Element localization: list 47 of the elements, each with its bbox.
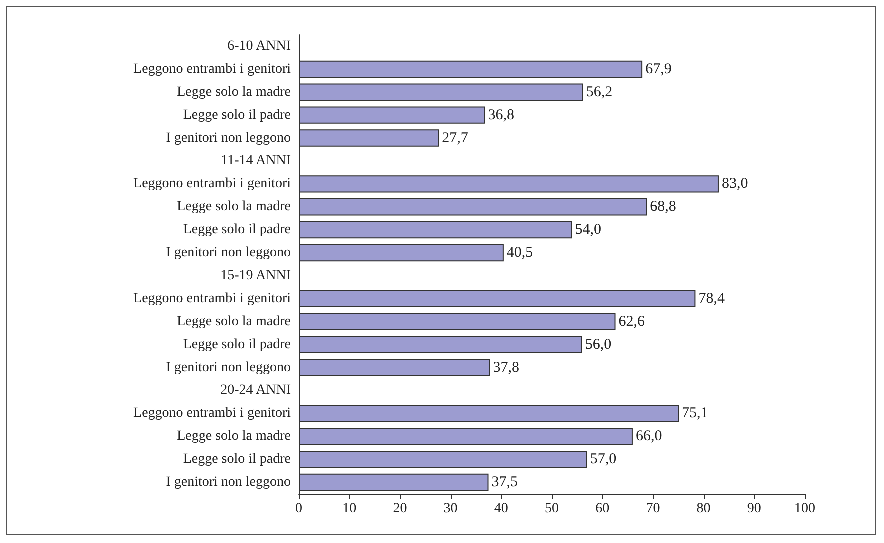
y-tick-label: Leggono entrambi i genitori [134,62,292,77]
y-tick-label: Leggono entrambi i genitori [134,406,292,422]
y-tick-label: 15-19 ANNI [220,268,292,284]
y-tick-label: Legge solo il padre [183,222,291,238]
x-tick-label: 60 [596,502,610,516]
y-tick-label: Legge solo la madre [177,200,291,215]
data-label: 56,0 [585,336,612,353]
data-label: 36,8 [488,107,514,124]
data-label: 56,2 [586,84,613,100]
data-label: 27,7 [442,130,469,146]
y-tick-label: Legge solo la madre [177,429,291,444]
y-tick-label: 6-10 ANNI [228,38,292,54]
data-label: 67,9 [646,61,672,78]
data-label: 83,0 [722,176,748,192]
y-tick-label: I genitori non leggono [166,475,291,490]
data-label: 75,1 [682,406,708,422]
data-label: 62,6 [618,314,646,330]
x-tick-label: 50 [545,502,559,516]
x-tick-label: 0 [296,502,302,516]
y-tick-label: 11-14 ANNI [221,154,292,169]
data-label: 37,8 [493,360,520,376]
y-tick-label: Legge solo la madre [177,84,291,100]
y-tick-label: Legge solo il padre [183,337,291,352]
x-tick-label: 40 [494,502,508,516]
data-label: 68,8 [650,199,676,216]
x-tick-label: 100 [794,502,816,516]
x-tick-label: 20 [393,502,408,516]
y-tick-label: Legge solo il padre [183,108,291,123]
data-label: 57,0 [590,452,617,468]
y-tick-label: Legge solo la madre [177,314,291,330]
y-tick-label: Leggono entrambi i genitori [134,291,292,306]
data-label: 78,4 [698,290,726,307]
x-tick-label: 80 [696,502,711,516]
y-tick-label: I genitori non leggono [166,246,291,261]
x-tick-label: 30 [444,502,458,516]
y-tick-label: Leggono entrambi i genitori [134,176,292,192]
data-label: 40,5 [506,245,534,262]
data-label: 66,0 [636,428,662,445]
y-tick-label: Legge solo il padre [183,452,291,468]
y-tick-label: I genitori non leggono [166,130,291,146]
x-tick-label: 10 [342,502,357,516]
x-tick-label: 90 [747,502,762,516]
y-tick-label: 20-24 ANNI [220,383,292,398]
data-label: 54,0 [575,222,602,238]
x-tick-label: 70 [646,502,660,516]
y-tick-label: I genitori non leggono [166,360,291,376]
data-label: 37,5 [492,474,518,491]
